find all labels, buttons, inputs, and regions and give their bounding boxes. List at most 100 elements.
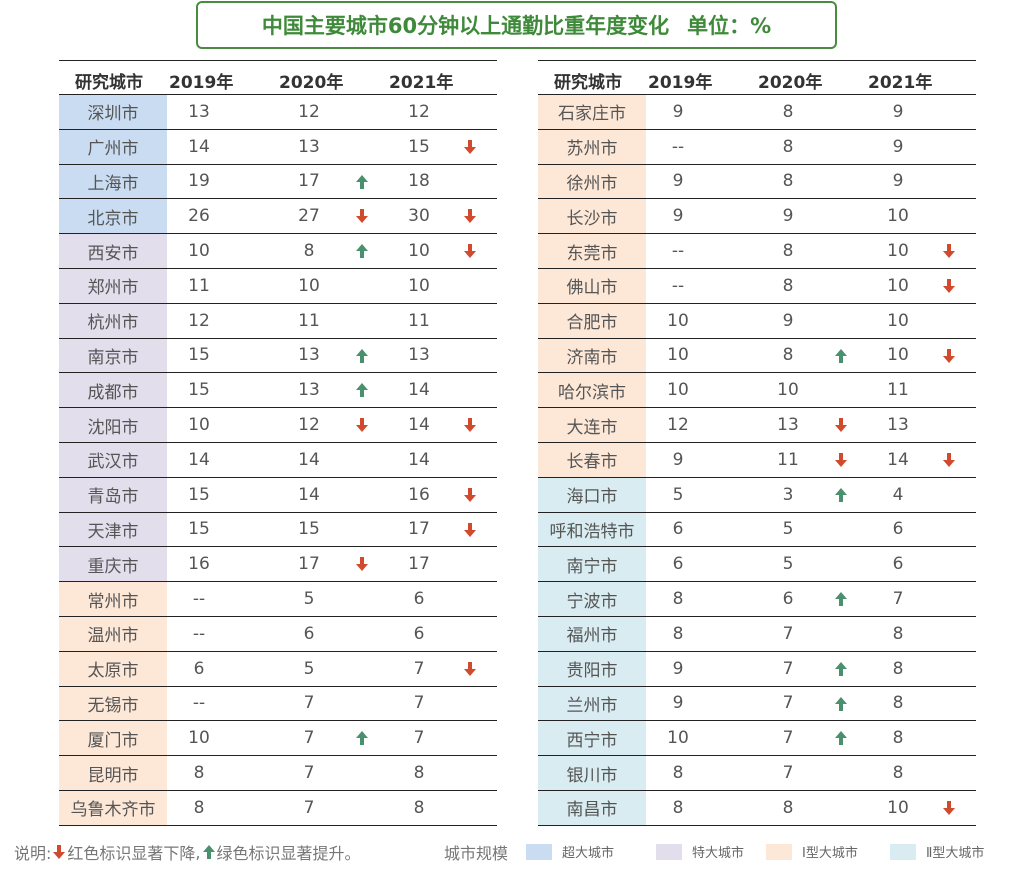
value-cell-2020: 11 <box>777 449 799 470</box>
value-cell-2020: 8 <box>782 136 794 157</box>
down-arrow-icon <box>943 348 955 363</box>
value-cell-2021: 6 <box>892 554 904 575</box>
value-cell-2020: 13 <box>298 136 320 157</box>
value-cell-2021: 7 <box>413 728 425 749</box>
value-cell-2021: 9 <box>892 136 904 157</box>
table-row: 合肥市 10 9 10 <box>538 303 976 339</box>
value-cell-2019: 8 <box>672 623 684 644</box>
table-row: 南昌市 8 8 10 <box>538 790 976 826</box>
value-cell-2020: 8 <box>782 345 794 366</box>
legend-item-type1: Ⅰ型大城市 <box>766 842 858 861</box>
table-row: 沈阳市 10 12 14 <box>59 408 497 443</box>
table-row: 兰州市 9 7 8 <box>538 686 976 722</box>
city-name-cell: 长沙市 <box>538 199 646 234</box>
city-name-cell: 成都市 <box>59 373 167 408</box>
down-arrow-icon <box>943 244 955 259</box>
value-cell-2020: 11 <box>298 310 320 331</box>
value-cell-2021: 9 <box>892 101 904 122</box>
table-body-right: 石家庄市 9 8 9 苏州市 -- 8 9 徐州市 9 8 9 长沙市 9 9 10 东莞市 -- 8 10 佛山市 --… <box>538 95 976 826</box>
table-row: 温州市 -- 6 6 <box>59 616 497 652</box>
value-cell-2020: 17 <box>298 554 320 575</box>
value-cell-2021: 11 <box>408 310 430 331</box>
table-row: 深圳市 13 12 12 <box>59 95 497 130</box>
header-2019: 2019年 <box>648 73 713 93</box>
value-cell-2020: 13 <box>777 415 799 436</box>
city-name-cell: 南宁市 <box>538 547 646 582</box>
value-cell-2019: 10 <box>667 310 689 331</box>
value-cell-2020: 5 <box>303 658 315 679</box>
city-name-cell: 厦门市 <box>59 721 167 756</box>
city-name-cell: 温州市 <box>59 616 167 651</box>
value-cell-2020: 8 <box>782 241 794 262</box>
city-name-cell: 贵阳市 <box>538 651 646 686</box>
legend-item-mega: 特大城市 <box>656 842 744 861</box>
value-cell-2021: 10 <box>887 206 909 227</box>
table-row: 银川市 8 7 8 <box>538 756 976 791</box>
value-cell-2019: 9 <box>672 171 684 192</box>
city-name-cell: 呼和浩特市 <box>538 512 646 547</box>
value-cell-2020: 7 <box>303 763 315 784</box>
city-name-cell: 南京市 <box>59 338 167 373</box>
value-cell-2019: 10 <box>188 415 210 436</box>
up-arrow-icon <box>356 731 368 746</box>
down-arrow-icon <box>356 418 368 433</box>
note-prefix: 说明: <box>14 844 52 863</box>
legend-note: 说明: 红色标识显著下降 , 绿色标识显著提升。 <box>14 840 361 864</box>
up-arrow-icon <box>835 487 847 502</box>
city-name-cell: 郑州市 <box>59 268 167 303</box>
table-row: 宁波市 8 6 7 <box>538 582 976 617</box>
city-name-cell: 深圳市 <box>59 95 167 129</box>
table-row: 杭州市 12 11 11 <box>59 303 497 339</box>
value-cell-2021: 14 <box>408 449 430 470</box>
value-cell-2019: 10 <box>188 241 210 262</box>
city-name-cell: 兰州市 <box>538 686 646 721</box>
table-body-left: 深圳市 13 12 12 广州市 14 13 15 上海市 19 17 18 北京市 26 27 30 西安市 1… <box>59 95 497 826</box>
up-arrow-icon <box>835 661 847 676</box>
value-cell-2019: 12 <box>188 310 210 331</box>
value-cell-2021: 8 <box>892 693 904 714</box>
value-cell-2021: 8 <box>892 728 904 749</box>
down-arrow-icon <box>356 557 368 572</box>
value-cell-2021: 11 <box>887 380 909 401</box>
value-cell-2019: 15 <box>188 519 210 540</box>
down-arrow-icon <box>943 800 955 815</box>
chart-unit: 单位：% <box>687 14 772 38</box>
city-name-cell: 南昌市 <box>538 790 646 825</box>
city-name-cell: 天津市 <box>59 512 167 547</box>
value-cell-2021: 13 <box>887 415 909 436</box>
table-row: 石家庄市 9 8 9 <box>538 95 976 130</box>
value-cell-2020: 8 <box>303 241 315 262</box>
down-arrow-icon <box>835 418 847 433</box>
legend-swatch-super <box>526 843 552 860</box>
legend-item-type2: Ⅱ型大城市 <box>890 842 984 861</box>
table-row: 苏州市 -- 8 9 <box>538 129 976 165</box>
up-arrow-icon <box>202 845 215 859</box>
chart-title-box: 中国主要城市60分钟以上通勤比重年度变化 单位：% <box>196 1 837 49</box>
value-cell-2019: 10 <box>667 345 689 366</box>
value-cell-2021: 14 <box>887 449 909 470</box>
city-name-cell: 西安市 <box>59 234 167 268</box>
value-cell-2021: 10 <box>887 345 909 366</box>
city-name-cell: 上海市 <box>59 164 167 199</box>
header-2019: 2019年 <box>169 73 234 93</box>
city-name-cell: 宁波市 <box>538 582 646 616</box>
value-cell-2020: 8 <box>782 797 794 818</box>
header-city: 研究城市 <box>75 73 143 93</box>
city-name-cell: 沈阳市 <box>59 408 167 442</box>
value-cell-2021: 10 <box>408 241 430 262</box>
table-left: 研究城市 2019年 2020年 2021年 深圳市 13 12 12 广州市 14 13 1… <box>59 60 497 826</box>
up-arrow-icon <box>835 731 847 746</box>
table-row: 太原市 6 5 7 <box>59 651 497 687</box>
table-header-left: 研究城市 2019年 2020年 2021年 <box>59 60 497 95</box>
city-name-cell: 西宁市 <box>538 721 646 756</box>
value-cell-2019: 6 <box>672 519 684 540</box>
city-name-cell: 合肥市 <box>538 303 646 338</box>
note-sep: , <box>195 842 201 862</box>
table-row: 佛山市 -- 8 10 <box>538 268 976 304</box>
value-cell-2019: -- <box>671 241 685 262</box>
city-name-cell: 银川市 <box>538 756 646 790</box>
city-name-cell: 济南市 <box>538 338 646 373</box>
value-cell-2020: 5 <box>782 554 794 575</box>
value-cell-2019: 14 <box>188 136 210 157</box>
value-cell-2021: 8 <box>413 763 425 784</box>
